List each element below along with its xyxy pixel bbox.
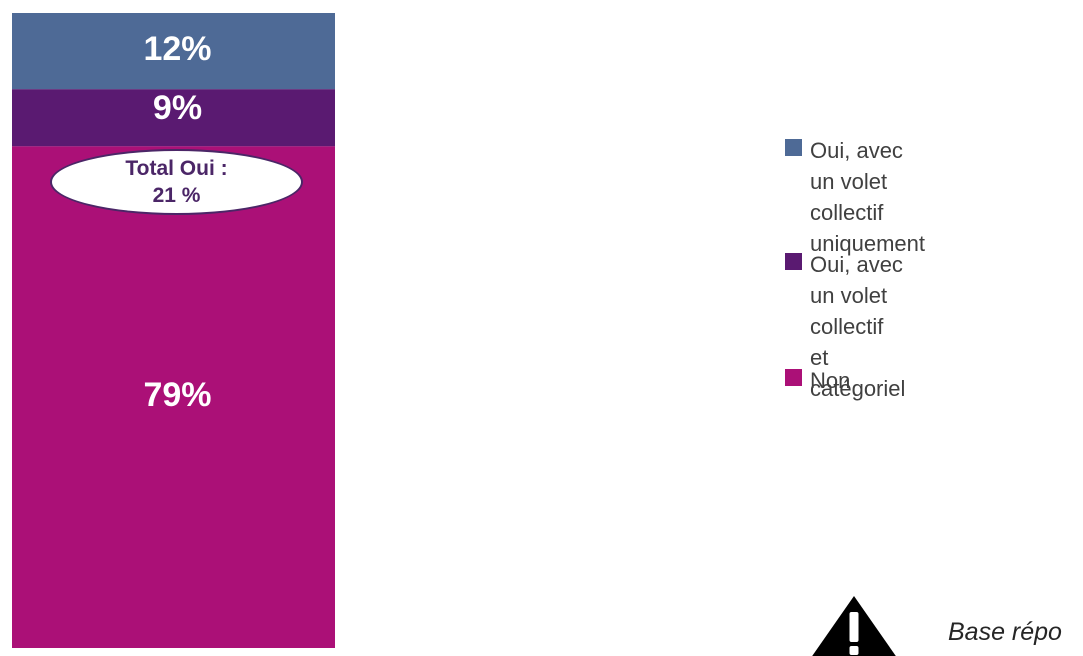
legend-item-oui-collectif-categoriel: Oui, avec un volet collectif et catégori… xyxy=(785,249,905,404)
bar-segment xyxy=(12,146,335,648)
legend-label: Oui, avec un volet collectif uniquement xyxy=(810,138,925,256)
bar-segment xyxy=(12,13,335,90)
warning-icon xyxy=(812,596,896,656)
legend-label: Oui, avec un volet collectif et catégori… xyxy=(810,252,906,401)
legend-swatch xyxy=(785,139,802,156)
base-note: Base répo xyxy=(948,618,1062,646)
data-label: 9% xyxy=(153,89,202,127)
bar-segment xyxy=(12,89,335,147)
data-label: 12% xyxy=(143,30,211,68)
legend-label: Non xyxy=(810,368,851,393)
total-oui-label: Total Oui : xyxy=(125,157,228,180)
legend-swatch xyxy=(785,253,802,270)
legend-item-non: Non xyxy=(785,365,850,396)
data-label: 79% xyxy=(143,376,211,414)
legend-item-oui-collectif: Oui, avec un volet collectif uniquement xyxy=(785,135,925,259)
legend-swatch xyxy=(785,369,802,386)
total-oui-annotation: Total Oui : 21 % xyxy=(50,149,303,215)
total-oui-value: 21 % xyxy=(152,184,201,207)
